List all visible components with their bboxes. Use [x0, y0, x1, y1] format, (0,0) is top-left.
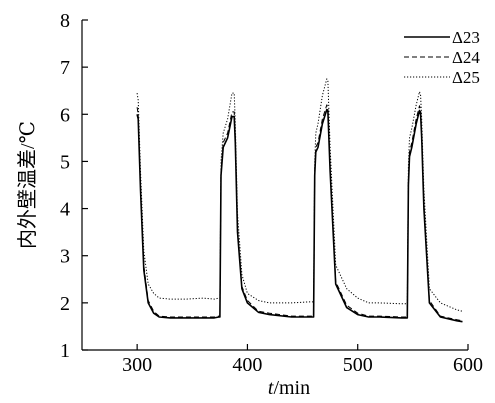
y-tick-label: 3	[60, 246, 70, 268]
y-tick-label: 4	[60, 199, 70, 221]
axes	[81, 20, 468, 351]
x-tick-label: 400	[232, 354, 262, 376]
y-tick-label: 2	[60, 293, 70, 315]
x-tick-label: 500	[343, 354, 373, 376]
x-tick-label: 600	[453, 354, 483, 376]
series-line-2	[136, 104, 463, 322]
legend-label-2: Δ24	[452, 48, 480, 67]
legend-label-3: Δ25	[452, 68, 480, 87]
x-tick-label: 300	[122, 354, 152, 376]
y-tick-label: 7	[60, 57, 70, 79]
x-axis-label-unit: /min	[273, 377, 310, 399]
y-tick-label: 8	[60, 10, 70, 32]
x-axis-label: t/min	[268, 377, 310, 399]
series-line-3	[136, 78, 463, 312]
y-tick-label: 1	[60, 340, 70, 362]
series-lines	[136, 78, 463, 323]
series-line-1	[136, 108, 463, 323]
axis-ticks: 300 400 500 600 1 2 3 4 5 6 7 8	[60, 10, 483, 376]
legend-label-1: Δ23	[452, 28, 480, 47]
y-axis-label: 内外壁温差/℃	[16, 121, 39, 249]
x-axis-label-variable: t	[268, 377, 274, 399]
y-tick-label: 6	[60, 104, 70, 126]
y-tick-label: 5	[60, 151, 70, 173]
